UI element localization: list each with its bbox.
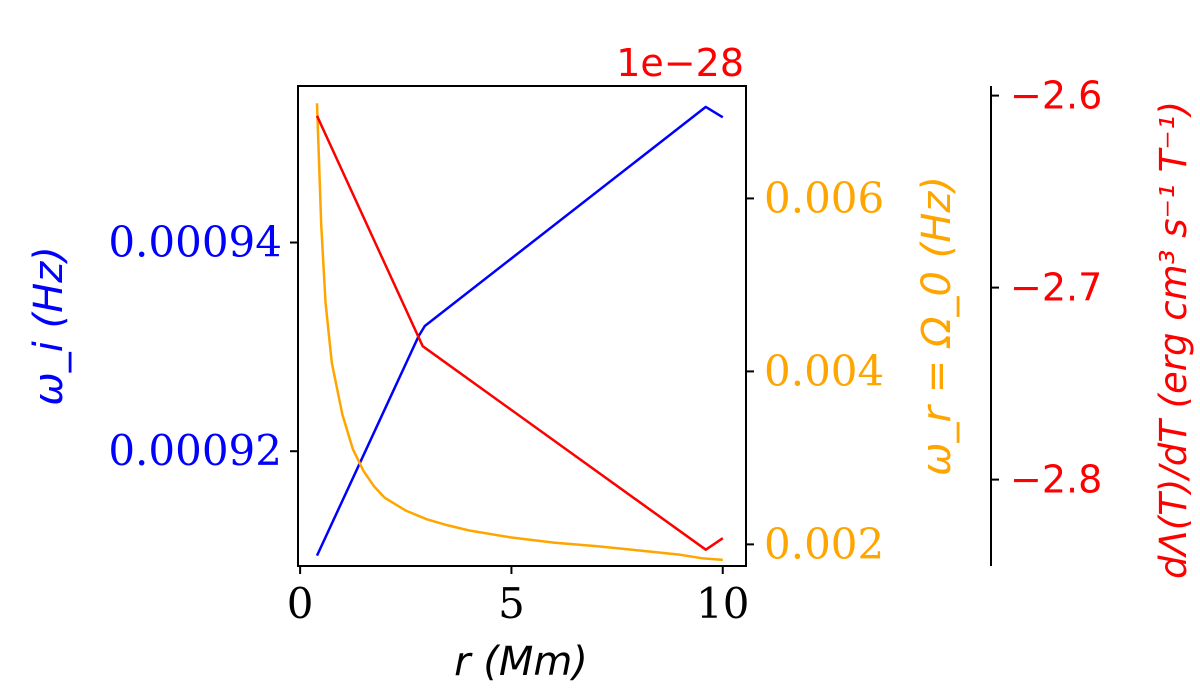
x-axis-label: r (Mm) (454, 639, 588, 685)
y-axis-far-right-label: dΛ(T)/dT (erg cm³ s⁻¹ T⁻¹) (1152, 101, 1195, 579)
series-line-omega_r (315, 103, 723, 562)
x-tick-label: 0 (287, 579, 314, 628)
y-right-tick-label: 0.004 (764, 346, 884, 395)
y-left-tick-label: 0.00094 (108, 218, 282, 267)
y-right-tick-label: 0.002 (764, 519, 884, 568)
plot-frame (297, 85, 747, 567)
series-layer (315, 103, 724, 562)
far-right-offset-label: 1e−28 (616, 41, 744, 85)
series-line-omega_i (315, 105, 724, 557)
x-tick-label: 10 (696, 579, 749, 628)
y-far-right-tick-label: −2.8 (1010, 458, 1102, 502)
series-line-dlambda (315, 115, 724, 551)
y-far-right-tick-label: −2.7 (1010, 266, 1102, 310)
y-axis-right-label: ω_r = Ω_0 (Hz) (914, 176, 960, 476)
y-axis-left-label: ω_i (Hz) (26, 246, 72, 406)
y-far-right-tick-label: −2.6 (1010, 74, 1102, 118)
x-tick-label: 5 (498, 579, 525, 628)
tick-layer: 0 5 10 0.00092 0.00094 0.002 0.004 0.006 −2.6 −2.… (108, 74, 1102, 628)
y-right-tick-label: 0.006 (764, 173, 884, 222)
y-left-tick-label: 0.00092 (108, 426, 282, 475)
